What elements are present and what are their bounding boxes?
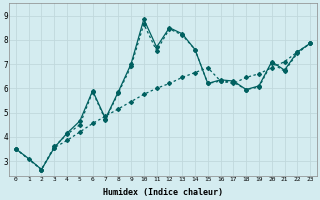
X-axis label: Humidex (Indice chaleur): Humidex (Indice chaleur) bbox=[103, 188, 223, 197]
